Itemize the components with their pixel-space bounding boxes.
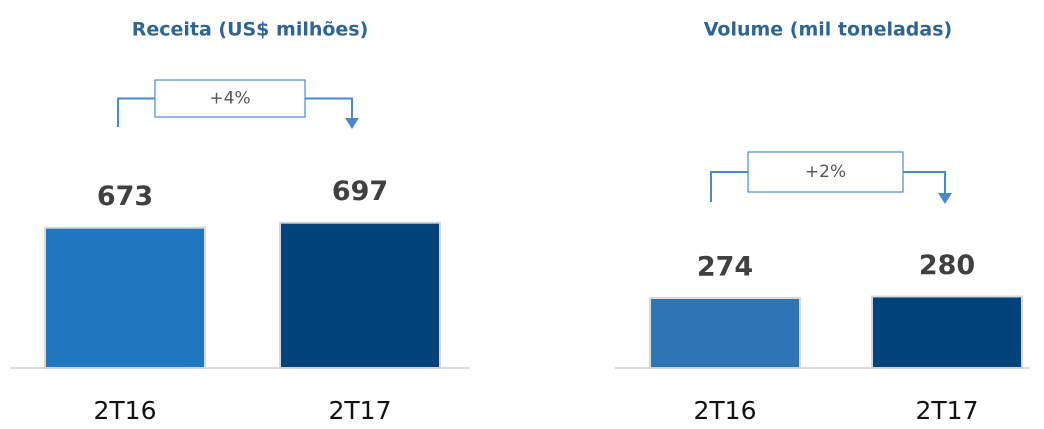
value-label: 673 — [97, 181, 153, 212]
arrow-head — [345, 118, 359, 129]
value-label: 274 — [697, 251, 753, 282]
x-tick-label: 2T16 — [694, 396, 757, 425]
x-tick-label: 2T17 — [916, 396, 979, 425]
bracket — [710, 171, 946, 202]
chart-title: Receita (US$ milhões) — [132, 19, 369, 41]
bar — [871, 295, 1023, 369]
chart-title: Volume (mil toneladas) — [704, 19, 952, 41]
value-label: 280 — [919, 250, 975, 281]
annotation: +2% — [805, 162, 846, 182]
bar — [44, 226, 206, 369]
annotation-box — [747, 151, 904, 193]
bar — [649, 296, 801, 370]
x-tick-label: 2T16 — [94, 396, 157, 425]
bar — [279, 221, 441, 369]
arrow-head — [938, 193, 952, 204]
bracket — [117, 97, 353, 127]
annotation: +4% — [209, 89, 250, 109]
value-label: 697 — [332, 176, 388, 207]
annotation-box — [154, 79, 306, 118]
x-tick-label: 2T17 — [329, 396, 392, 425]
